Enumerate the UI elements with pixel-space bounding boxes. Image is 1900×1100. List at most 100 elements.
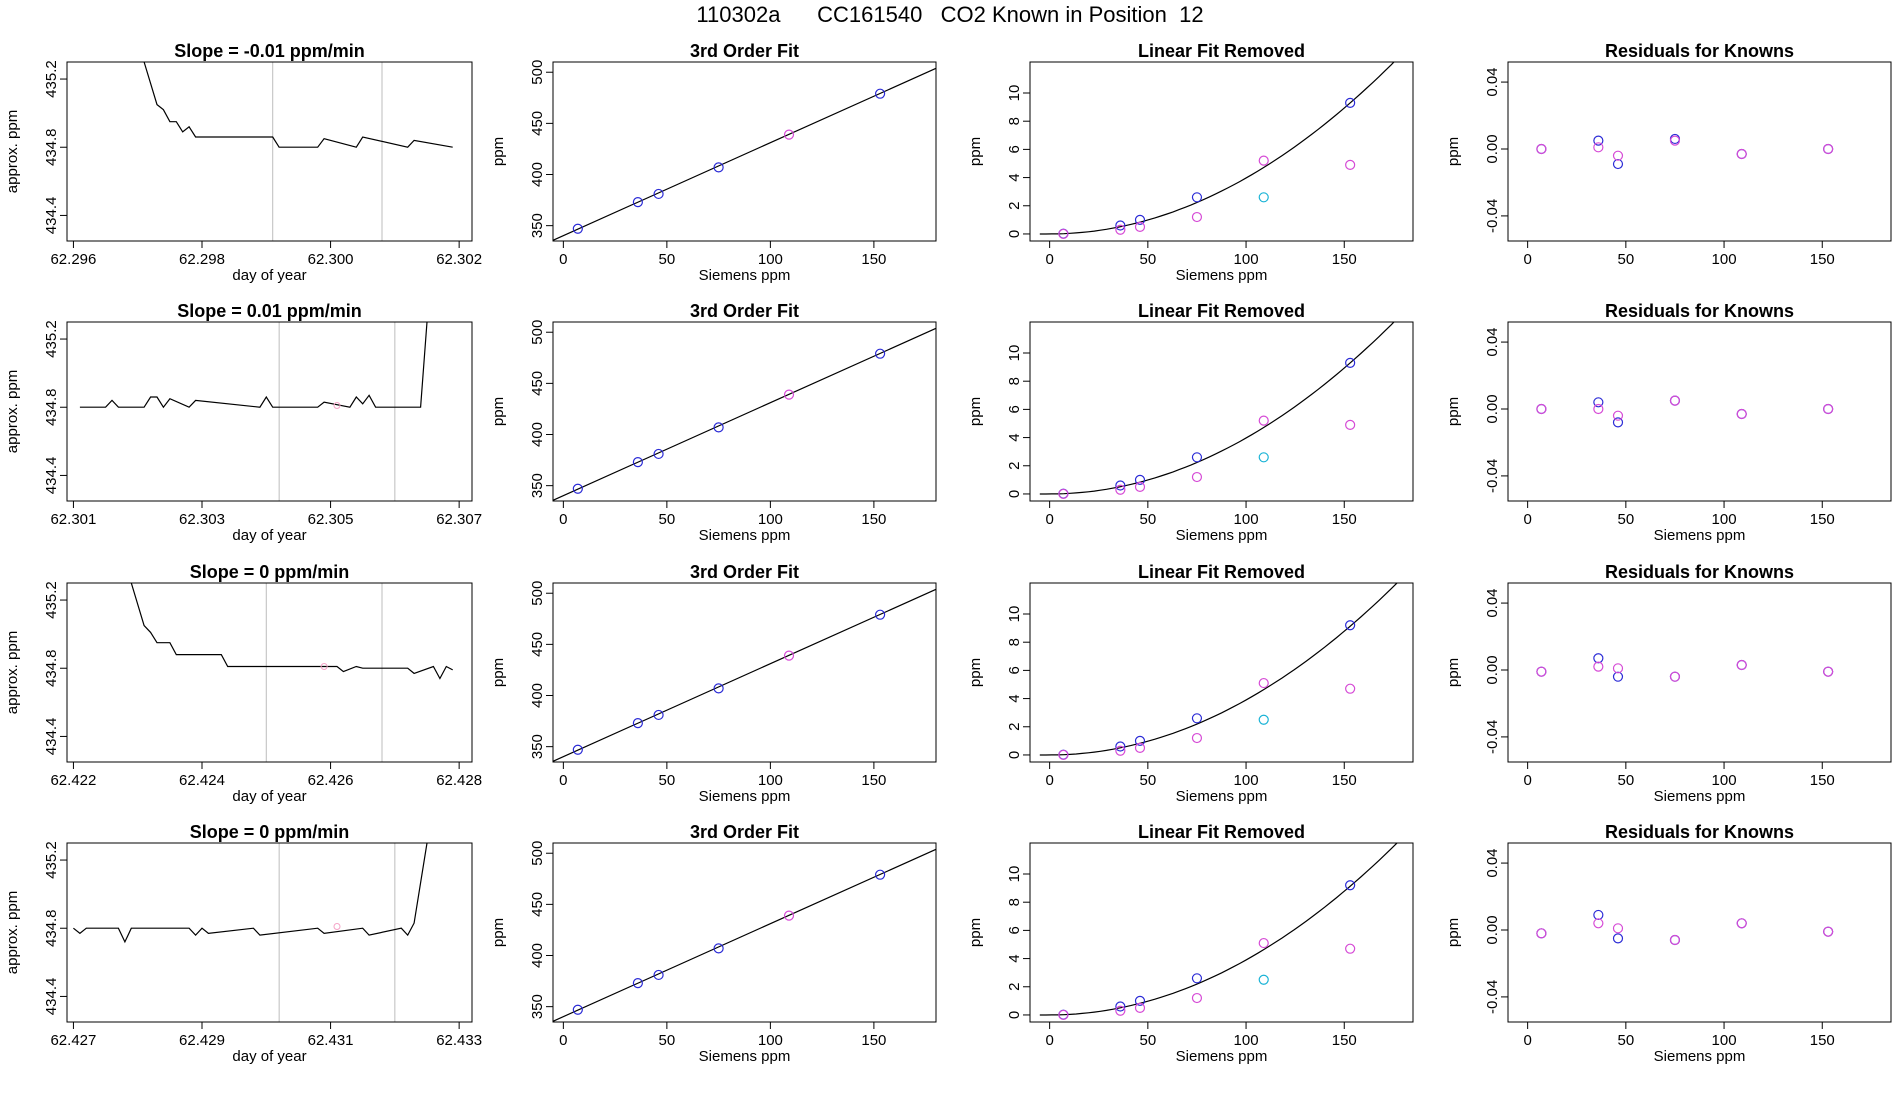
panel-15-y-tick-label: 10 xyxy=(1006,866,1023,883)
panel-14-point-blue xyxy=(713,943,724,954)
panel-2-fit-line xyxy=(553,67,936,241)
panel-4-y-tick-label: 0.04 xyxy=(1484,67,1501,96)
panel-7-title: Linear Fit Removed xyxy=(1138,301,1305,321)
panel-14-x-tick-label: 150 xyxy=(861,1032,886,1049)
panel-4-point-magenta xyxy=(1669,135,1681,146)
panel-12-point-magenta xyxy=(1823,666,1834,677)
panel-3-y-tick-label: 8 xyxy=(1006,117,1023,125)
panel-13-y-tick-label: 434.4 xyxy=(43,978,60,1016)
panel-11-point-magenta xyxy=(1191,732,1203,744)
panel-3-title: Linear Fit Removed xyxy=(1138,41,1305,61)
panel-15-frame xyxy=(1029,842,1414,1023)
panel-11-x-tick-label: 150 xyxy=(1332,772,1357,789)
panel-6-title: 3rd Order Fit xyxy=(690,301,799,321)
panel-7-point-blue xyxy=(1134,474,1146,485)
panel-3-x-axis-label: Siemens ppm xyxy=(1176,267,1268,284)
panel-11-point-magenta xyxy=(1058,749,1069,761)
panel-14-frame xyxy=(552,842,937,1023)
panel-4-y-axis-label: ppm xyxy=(1445,137,1462,166)
panel-8-y-tick-label: 0.04 xyxy=(1484,327,1501,356)
panel-2-y-tick-label: 400 xyxy=(529,162,546,187)
panel-4-frame xyxy=(1507,61,1892,242)
panel-11-point-cyan xyxy=(1258,714,1269,725)
panel-16-x-axis-label: Siemens ppm xyxy=(1654,1048,1746,1065)
panel-8-point-blue xyxy=(1593,397,1604,408)
panel-2-x-tick-label: 0 xyxy=(559,251,567,268)
panel-1-title: Slope = -0.01 ppm/min xyxy=(174,41,365,61)
panel-14-x-tick-label: 100 xyxy=(758,1032,783,1049)
panel-15-point-magenta xyxy=(1191,992,1203,1004)
panel-8-frame xyxy=(1507,321,1892,502)
panel-4-x-tick-label: 150 xyxy=(1810,251,1835,268)
panel-11-x-tick-label: 50 xyxy=(1140,772,1157,789)
panel-2-point-blue xyxy=(653,188,664,200)
panel-6-frame xyxy=(552,321,937,502)
panel-4-point-magenta xyxy=(1593,142,1604,153)
panel-6-y-tick-label: 400 xyxy=(529,422,546,447)
panel-7-y-tick-label: 8 xyxy=(1006,377,1023,385)
panel-5-x-tick-label: 62.303 xyxy=(179,511,225,528)
panel-15-point-blue xyxy=(1134,995,1146,1006)
panel-4-point-magenta xyxy=(1612,150,1624,161)
panel-5-x-tick-label: 62.307 xyxy=(436,511,482,528)
panel-16-y-axis-label: ppm xyxy=(1445,918,1462,947)
panel-16-frame xyxy=(1507,842,1892,1023)
panel-11-x-axis-label: Siemens ppm xyxy=(1176,788,1268,805)
panel-10-y-tick-label: 350 xyxy=(529,734,546,759)
panel-2-y-tick-label: 500 xyxy=(529,60,546,85)
panel-7-y-tick-label: 2 xyxy=(1006,462,1023,470)
panel-15-x-tick-label: 0 xyxy=(1045,1032,1053,1049)
panel-5-frame xyxy=(66,321,473,502)
panel-15-y-axis-label: ppm xyxy=(967,918,984,947)
panel-3-y-tick-label: 6 xyxy=(1006,145,1023,153)
panel-11-y-tick-label: 10 xyxy=(1006,606,1023,623)
panel-4-y-tick-label: 0.00 xyxy=(1484,134,1501,163)
panel-8-point-magenta xyxy=(1593,403,1604,415)
panel-11-x-tick-label: 0 xyxy=(1045,772,1053,789)
panel-15-y-tick-label: 4 xyxy=(1006,954,1023,962)
panel-14-y-axis-label: ppm xyxy=(490,918,507,947)
panel-2-point-magenta xyxy=(783,129,795,140)
panel-7-x-axis-label: Siemens ppm xyxy=(1176,527,1268,544)
panel-6-y-axis-label: ppm xyxy=(490,397,507,426)
panel-12-title: Residuals for Knowns xyxy=(1605,562,1794,582)
panel-10-point-magenta xyxy=(783,650,795,661)
panel-9-y-tick-label: 435.2 xyxy=(43,581,60,619)
panel-2-x-tick-label: 100 xyxy=(758,251,783,268)
panel-5-x-axis-label: day of year xyxy=(232,527,306,544)
panel-9-y-tick-label: 434.8 xyxy=(43,649,60,687)
panel-12-point-magenta xyxy=(1669,671,1681,682)
panel-3-x-tick-label: 150 xyxy=(1332,251,1357,268)
panel-7-point-blue xyxy=(1191,452,1203,463)
panel-3-y-axis-label: ppm xyxy=(967,137,984,166)
panel-15-x-tick-label: 50 xyxy=(1140,1032,1157,1049)
panel-6-point-magenta xyxy=(783,389,795,400)
panel-14-point-blue xyxy=(653,969,664,981)
panel-7-point-magenta xyxy=(1058,488,1069,500)
page-title: 110302a CC161540 CO2 Known in Position 1… xyxy=(696,2,1204,27)
panel-14-x-tick-label: 0 xyxy=(559,1032,567,1049)
panel-6-y-tick-label: 500 xyxy=(529,320,546,345)
panel-8-point-magenta xyxy=(1612,410,1624,421)
panel-16-point-magenta xyxy=(1593,918,1604,929)
panel-10-x-tick-label: 150 xyxy=(861,772,886,789)
panel-5-series-line xyxy=(79,322,428,409)
panel-11-point-magenta xyxy=(1115,745,1126,756)
panel-8-point-magenta xyxy=(1669,395,1681,406)
panel-12-x-tick-label: 0 xyxy=(1523,772,1531,789)
panel-12-y-tick-label: 0.00 xyxy=(1484,655,1501,684)
panel-2-title: 3rd Order Fit xyxy=(690,41,799,61)
panel-3-point-blue xyxy=(1345,97,1356,108)
panel-10-x-axis-label: Siemens ppm xyxy=(699,788,791,805)
panel-4-point-blue xyxy=(1593,135,1604,146)
panel-5-y-tick-label: 435.2 xyxy=(43,320,60,358)
panel-2-point-blue xyxy=(632,197,643,208)
panel-12-x-tick-label: 150 xyxy=(1810,772,1835,789)
panel-2-y-axis-label: ppm xyxy=(490,137,507,166)
panel-6-fit-line xyxy=(553,327,936,501)
panel-5-title: Slope = 0.01 ppm/min xyxy=(177,301,362,321)
panel-16-y-tick-label: -0.04 xyxy=(1484,980,1501,1014)
panel-3-point-magenta xyxy=(1258,155,1269,166)
panel-13-y-tick-label: 435.2 xyxy=(43,841,60,879)
